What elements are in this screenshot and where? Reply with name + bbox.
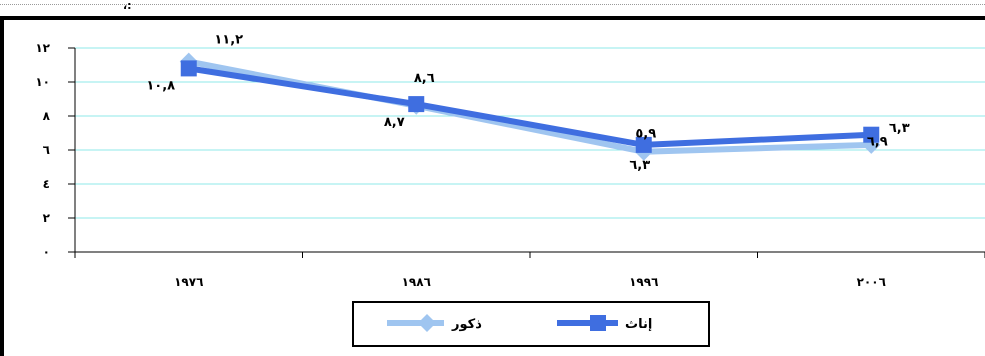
x-tick-label: ١٩٧٦ <box>174 275 203 289</box>
y-tick-label: ٨ <box>43 109 51 123</box>
data-label: ١١,٢ <box>214 33 243 48</box>
y-tick-label: ١٢ <box>35 41 50 55</box>
x-tick-label: ١٩٨٦ <box>402 275 431 289</box>
data-point-marker <box>408 96 425 113</box>
page-mark: ،: <box>123 0 132 12</box>
data-label: ٨,٧ <box>384 115 405 130</box>
data-label: ١٠,٨ <box>146 78 175 93</box>
series-females <box>180 60 880 153</box>
y-tick-label: ٦ <box>43 143 50 157</box>
x-tick-label: ١٩٩٦ <box>629 275 658 289</box>
data-label: ٦,٩ <box>867 135 888 150</box>
tick-labels: ٠ ٢ ٤ ٦ ٨ ١٠ ١٢ ١٩٧٦ ١٩٨٦ ١٩٩٦ ٢٠٠٦ <box>35 41 886 289</box>
y-tick-label: ١٠ <box>35 75 50 89</box>
gridlines <box>75 47 985 219</box>
y-tick-label: ٠ <box>43 245 50 259</box>
axes <box>68 47 985 258</box>
data-point-marker <box>635 136 652 153</box>
legend-marker-females <box>590 315 606 331</box>
legend: ذكور إناث <box>352 301 710 347</box>
y-tick-label: ٢ <box>43 211 51 225</box>
series-males <box>179 52 881 161</box>
series-line <box>188 65 872 148</box>
data-label: ٦,٣ <box>889 121 910 136</box>
x-tick-label: ٢٠٠٦ <box>857 275 886 289</box>
top-dotted-rule: ،: <box>0 0 985 12</box>
data-point-marker <box>863 126 880 143</box>
legend-label-females: إناث <box>625 317 652 332</box>
legend-label-males: ذكور <box>451 317 482 332</box>
data-label: ٦,٣ <box>629 158 650 173</box>
data-label: ٨,٦ <box>414 71 435 86</box>
data-label: ٥,٩ <box>635 127 656 142</box>
data-point-marker <box>180 60 197 77</box>
data-labels: ١١,٢٨,٦٥,٩ ٦,٣١٠,٨٨,٧٦,٣٦,٩ <box>146 33 909 173</box>
y-tick-label: ٤ <box>43 177 50 191</box>
chart-frame: ٠ ٢ ٤ ٦ ٨ ١٠ ١٢ ١٩٧٦ ١٩٨٦ ١٩٩٦ ٢٠٠٦ ١١,٢ ٨,٦ ٥,٩ ٦,٣ ١… <box>0 16 985 356</box>
line-chart: ٠ ٢ ٤ ٦ ٨ ١٠ ١٢ ١٩٧٦ ١٩٨٦ ١٩٩٦ ٢٠٠٦ ١١,٢ ٨,٦ ٥,٩ ٦,٣ ١… <box>35 33 985 347</box>
series-layer <box>179 52 881 161</box>
legend-box <box>352 301 710 347</box>
legend-marker-males <box>418 314 436 332</box>
data-point-marker <box>862 135 881 154</box>
